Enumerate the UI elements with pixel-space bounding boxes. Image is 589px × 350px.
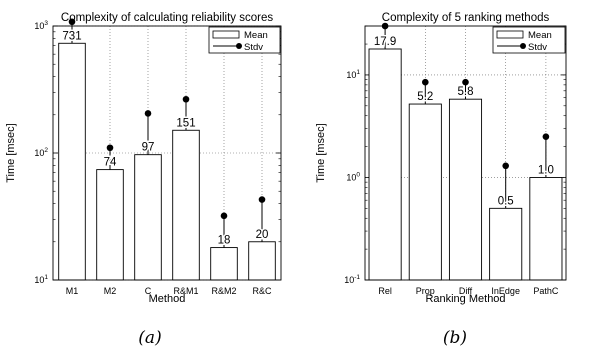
x-tick-label: Rel	[378, 286, 392, 296]
plot-frame	[364, 25, 567, 281]
stdv-marker	[462, 78, 469, 86]
stdv-marker	[106, 144, 114, 152]
data-label: 5.8	[458, 86, 474, 98]
legend-label-stdv: Stdv	[528, 42, 547, 53]
stdv-marker	[182, 95, 190, 103]
bar-mean	[368, 48, 402, 281]
y-tick-base: 10	[34, 275, 44, 285]
bar-mean	[489, 207, 523, 281]
data-label: 18	[218, 235, 231, 247]
stdv-marker	[502, 162, 510, 170]
bar-mean	[408, 103, 442, 281]
chart-title: Complexity of calculating reliability sc…	[61, 12, 273, 24]
y-tick-base: 10	[346, 70, 356, 80]
y-tick-label: 10-1	[344, 274, 360, 285]
data-label: 0.5	[498, 195, 514, 207]
stdv-marker	[68, 18, 76, 26]
legend-swatch-mean	[496, 30, 524, 39]
stdv-marker	[144, 110, 152, 117]
y-tick-label: 102	[34, 147, 48, 158]
y-tick-exponent: 2	[44, 147, 48, 154]
stdv-marker	[220, 212, 228, 220]
y-tick-label: 101	[34, 274, 48, 285]
y-tick-exponent: 3	[44, 20, 48, 27]
subfigure-caption: (a)	[138, 328, 161, 348]
y-tick-exponent: 0	[356, 171, 360, 178]
data-label: 731	[62, 30, 81, 42]
data-label: 74	[104, 157, 117, 169]
x-tick-label: PathC	[533, 286, 559, 296]
bar-mean	[448, 98, 483, 281]
legend-marker-stdv	[520, 43, 526, 49]
y-tick-exponent: 1	[356, 69, 360, 76]
legend-label-mean: Mean	[528, 30, 552, 41]
x-tick-label: InEdge	[491, 286, 520, 296]
bar-mean	[58, 42, 86, 281]
y-tick-exponent: 1	[44, 274, 48, 281]
y-tick-label: 101	[346, 69, 360, 80]
data-label: 97	[142, 142, 155, 154]
y-tick-label: 103	[34, 20, 48, 31]
data-label: 20	[256, 229, 269, 241]
stdv-marker	[542, 133, 550, 140]
stdv-marker	[258, 196, 266, 203]
plot-frame	[52, 25, 282, 281]
x-tick-label: R&C	[252, 286, 272, 296]
legend-label-stdv: Stdv	[244, 42, 263, 53]
x-axis-label: Method	[149, 293, 186, 305]
legend-swatch-mean	[212, 30, 240, 39]
y-axis-label: Time [msec]	[5, 123, 17, 183]
x-tick-label: M1	[66, 286, 79, 296]
y-tick-label: 100	[346, 171, 360, 182]
legend-label-mean: Mean	[244, 30, 268, 41]
x-axis-label: Ranking Method	[425, 293, 505, 305]
x-tick-label: Prop	[416, 286, 435, 296]
y-tick-exponent: -1	[354, 274, 360, 281]
y-tick-base: 10	[34, 148, 44, 158]
chart-title: Complexity of 5 ranking methods	[382, 12, 550, 24]
bar-mean	[529, 177, 563, 281]
bar-mean	[134, 154, 162, 281]
legend-marker-stdv	[236, 43, 242, 49]
bar-mean	[248, 241, 276, 281]
data-label: 17.9	[374, 36, 396, 48]
data-label: 5.2	[417, 91, 433, 103]
bar-mean	[172, 129, 200, 281]
data-label: 151	[176, 117, 195, 129]
subfigure-caption: (b)	[443, 328, 467, 348]
y-tick-base: 10	[34, 21, 44, 31]
data-label: 1.0	[538, 164, 554, 176]
stdv-marker	[422, 78, 429, 86]
x-tick-label: Diff	[459, 286, 473, 296]
bar-mean	[210, 247, 238, 281]
bar-mean	[96, 169, 124, 281]
y-tick-base: 10	[344, 275, 354, 285]
x-tick-label: C	[145, 286, 152, 296]
x-tick-label: M2	[104, 286, 117, 296]
x-tick-label: R&M2	[211, 286, 236, 296]
y-tick-base: 10	[346, 172, 356, 182]
y-axis-label: Time [msec]	[315, 123, 327, 183]
x-tick-label: R&M1	[173, 286, 198, 296]
